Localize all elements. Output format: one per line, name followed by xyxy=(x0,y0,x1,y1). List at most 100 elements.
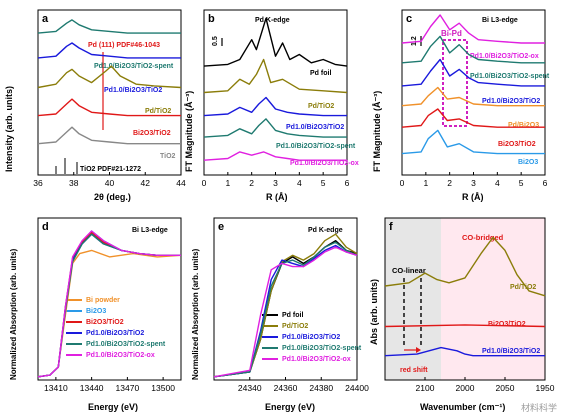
legend-e-label-4: Pd1.0/Bi2O3/TiO2-spent xyxy=(282,345,362,352)
tick-label-d-3: 13470 xyxy=(116,383,140,393)
curve-f-3 xyxy=(384,346,545,357)
curve-f-2 xyxy=(384,324,546,328)
legend-e-label-2: Pd/TiO2 xyxy=(282,323,308,330)
co-linear-label: CO-linear xyxy=(392,266,426,275)
legend-d-label-1: Bi powder xyxy=(86,297,120,304)
tick-label-a-5: 44 xyxy=(176,178,186,188)
tick-label-b-1: 0 xyxy=(202,178,207,188)
tio2-pdf-label: TiO2 PDF#21-1272 xyxy=(80,166,141,173)
curve-b-5 xyxy=(203,151,347,161)
legend-d-label-6: Pd1.0/Bi2O3/TiO2-ox xyxy=(86,352,155,359)
panel-b-title: Pd K-edge xyxy=(255,17,290,24)
panel-e-title: Pd K-edge xyxy=(308,227,343,234)
panel-e-xlabel: Energy (eV) xyxy=(265,402,315,412)
panel-e-legend: Pd foil Pd/TiO2 Pd1.0/Bi2O3/TiO2 Pd1.0/B… xyxy=(262,312,362,363)
tick-label-d-4: 13500 xyxy=(151,383,175,393)
curve-f-1 xyxy=(384,236,546,297)
panel-a-letter: a xyxy=(42,13,49,25)
label-c-bitio2: Bi2O3/TiO2 xyxy=(498,141,536,148)
label-b-spent: Pd1.0/Bi2O3/TiO2-spent xyxy=(276,143,356,150)
tick-label-b-5: 4 xyxy=(297,178,302,188)
panel-f-letter: f xyxy=(389,221,393,233)
panel-f-xlabel: Wavenumber (cm⁻¹) xyxy=(420,402,505,412)
legend-d-label-4: Pd1.0/Bi2O3/TiO2 xyxy=(86,330,144,337)
panel-d-ylabel: Normalized Absorption (arb. units) xyxy=(9,248,18,380)
label-b-pdbi: Pd1.0/Bi2O3/TiO2 xyxy=(286,124,344,131)
panel-d-xlabel: Energy (eV) xyxy=(88,402,138,412)
panel-f-ylabel: Abs (arb. units) xyxy=(369,279,379,345)
tick-label-e-1: 24340 xyxy=(238,383,262,393)
label-f-bitio2: Bi2O3/TiO2 xyxy=(488,321,526,328)
red-shift-label: red shift xyxy=(400,367,428,374)
tick-label-c-6: 5 xyxy=(519,178,524,188)
label-f-pdbi: Pd1.0/Bi2O3/TiO2 xyxy=(482,348,540,355)
label-b-pdfoil: Pd foil xyxy=(310,70,331,77)
curve-b-2 xyxy=(203,58,348,94)
curve-c-1 xyxy=(401,14,545,44)
tick-label-b-6: 5 xyxy=(321,178,326,188)
tick-label-e-4: 24400 xyxy=(345,383,369,393)
tick-label-a-2: 38 xyxy=(69,178,79,188)
label-a-pdtio2: Pd/TiO2 xyxy=(145,108,171,115)
tick-label-a-3: 40 xyxy=(105,178,115,188)
label-a-bitio2: Bi2O3/TiO2 xyxy=(133,130,171,137)
curve-e-2 xyxy=(213,233,358,378)
label-b-pdtio2: Pd/TiO2 xyxy=(308,103,334,110)
curve-e-3 xyxy=(213,244,358,378)
panel-e-ylabel: Normalized Absorption (arb. units) xyxy=(191,248,200,380)
data-curves xyxy=(37,14,546,378)
label-c-spent: Pd1.0/Bi2O3/TiO2-spent xyxy=(470,73,550,80)
panel-b-frame xyxy=(203,9,348,176)
curve-e-4 xyxy=(213,241,358,378)
bi-pd-label: Bi-Pd xyxy=(441,29,462,38)
label-c-bi2o3: Bi2O3 xyxy=(518,159,538,166)
legend-d-label-3: Bi2O3/TiO2 xyxy=(86,319,124,326)
red-shift-arrowhead xyxy=(416,347,421,353)
legend-d-label-2: Bi2O3 xyxy=(86,308,106,315)
panel-c-xlabel: R (Å) xyxy=(462,192,484,202)
curve-c-4 xyxy=(401,86,545,107)
tick-label-c-1: 0 xyxy=(400,178,405,188)
tick-label-f-1: 2100 xyxy=(416,383,435,393)
tick-label-e-3: 24380 xyxy=(309,383,333,393)
legend-e-label-3: Pd1.0/Bi2O3/TiO2 xyxy=(282,334,340,341)
tick-label-f-3: 2050 xyxy=(496,383,515,393)
curve-a-3 xyxy=(37,65,182,89)
panel-d-frame xyxy=(37,217,182,381)
tick-label-f-2: 2000 xyxy=(456,383,475,393)
tick-label-b-3: 2 xyxy=(249,178,254,188)
label-a-spent: Pd1.0/Bi2O3/TiO2-spent xyxy=(94,63,174,70)
tick-label-d-2: 13440 xyxy=(80,383,104,393)
label-b-ox: Pd1.0/Bi2O3/TiO2-ox xyxy=(290,160,359,167)
curve-b-4 xyxy=(203,118,347,138)
panel-a-xlabel: 2θ (deg.) xyxy=(94,192,131,202)
label-a-tio2: TiO2 xyxy=(160,153,176,160)
tick-label-c-3: 2 xyxy=(447,178,452,188)
panel-d-legend: Bi powder Bi2O3 Bi2O3/TiO2 Pd1.0/Bi2O3/T… xyxy=(66,297,166,359)
watermark: 材料科学 xyxy=(520,404,557,414)
tick-label-d-1: 13410 xyxy=(44,383,68,393)
axis-ticks: 36 38 40 42 44 0 1 2 3 4 5 6 0 1 2 3 4 5 6 13410 13440 13470 1… xyxy=(33,172,555,393)
legend-e-label-1: Pd foil xyxy=(282,312,303,319)
panel-d-title: Bi L3-edge xyxy=(132,227,168,234)
tick-label-a-4: 42 xyxy=(141,178,151,188)
tick-label-c-4: 3 xyxy=(471,178,476,188)
bi-pd-highlight-box xyxy=(442,39,468,127)
tick-label-b-4: 3 xyxy=(273,178,278,188)
curve-c-5 xyxy=(401,108,545,128)
panel-b-scale-label: 0.5 xyxy=(212,36,219,46)
panel-b-xlabel: R (Å) xyxy=(266,192,288,202)
curve-b-3 xyxy=(203,96,347,117)
panel-b-letter: b xyxy=(208,13,215,25)
panel-c-frame xyxy=(401,9,546,176)
tick-label-b-2: 1 xyxy=(225,178,230,188)
tick-label-b-7: 6 xyxy=(345,178,350,188)
label-f-pdtio2: Pd/TiO2 xyxy=(510,284,536,291)
label-a-pdbi: Pd1.0/Bi2O3/TiO2 xyxy=(104,87,162,94)
curve-a-5 xyxy=(37,126,181,145)
label-c-ox: Pd1.0/Bi2O3/TiO2-ox xyxy=(470,53,539,60)
curve-b-1 xyxy=(203,17,348,67)
tick-label-c-7: 6 xyxy=(543,178,548,188)
label-c-pdbi2o3: Pd/Bi2O3 xyxy=(508,122,539,129)
